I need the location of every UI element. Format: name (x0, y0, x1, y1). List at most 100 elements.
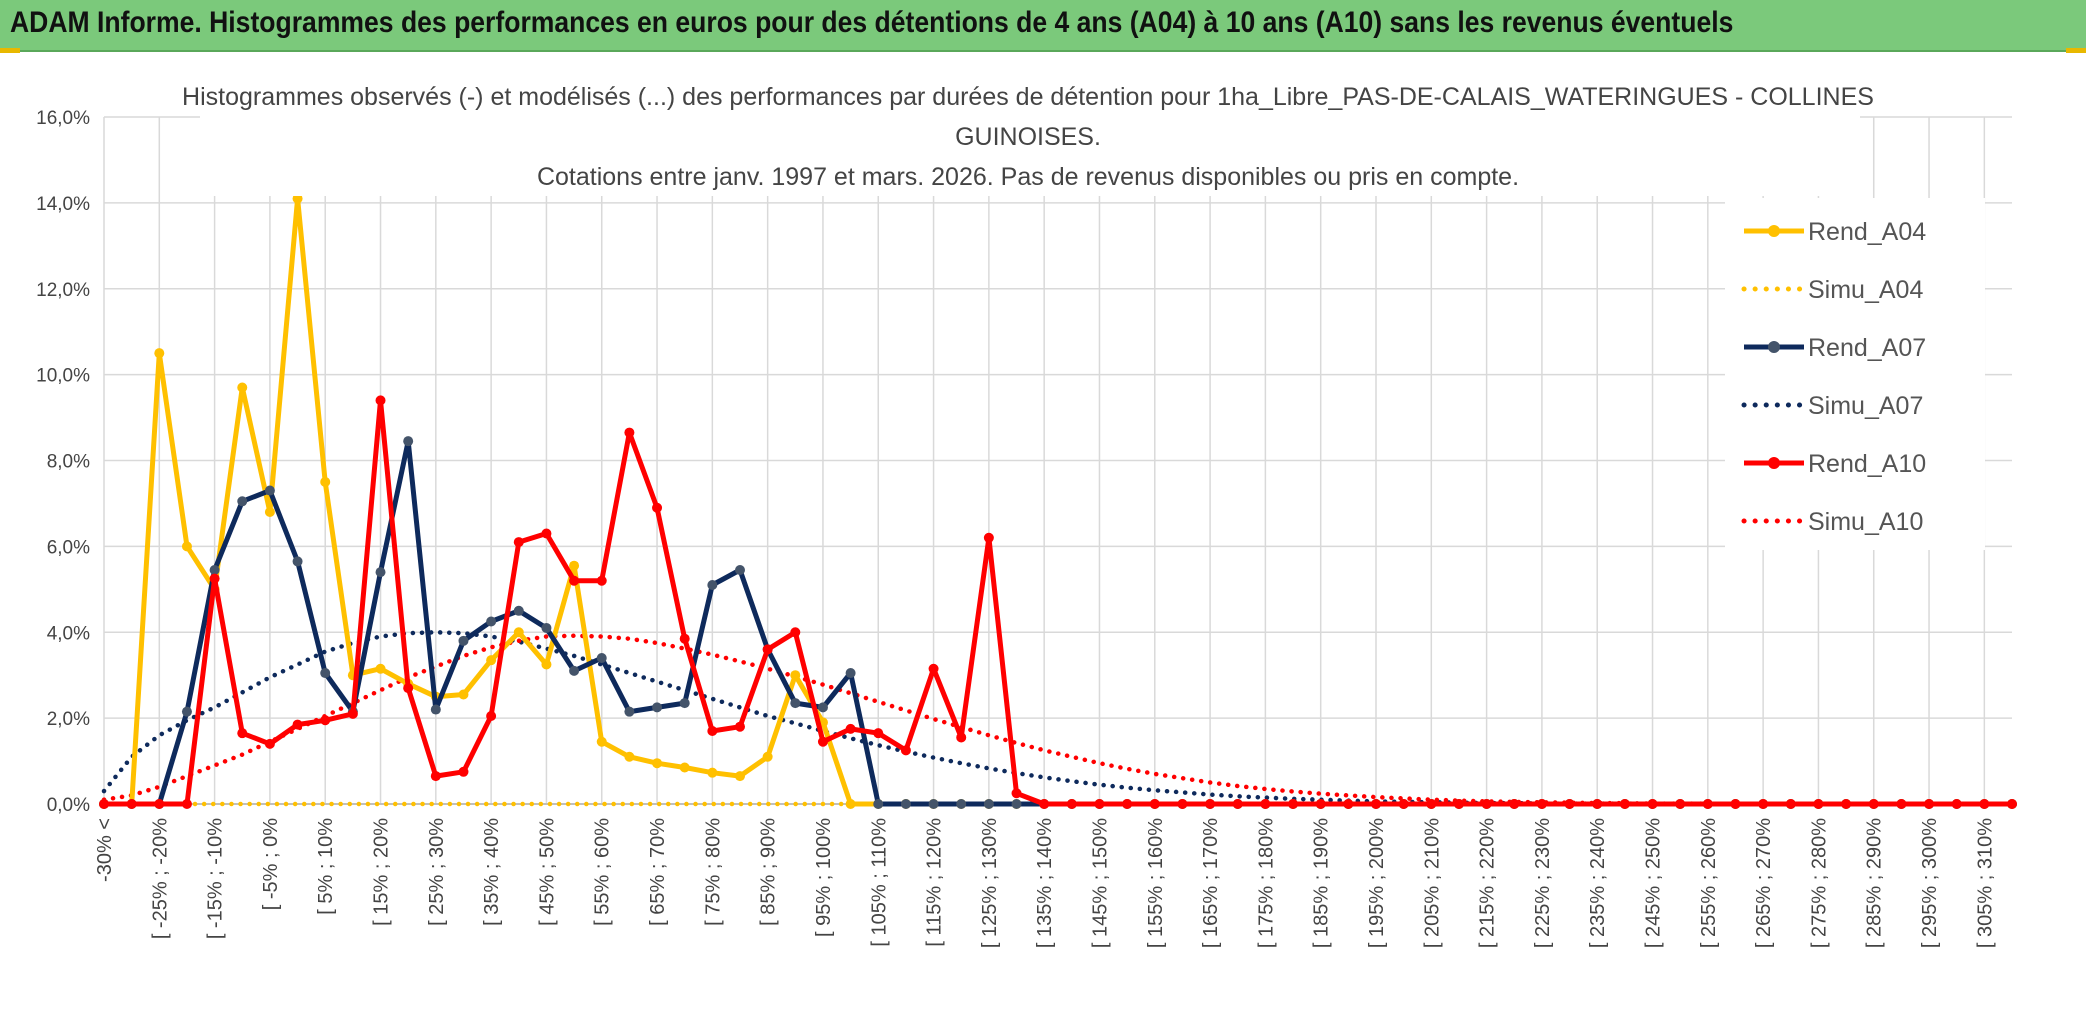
data-point-rend-a04 (735, 771, 745, 782)
data-point-rend-a04 (320, 476, 331, 487)
data-point-rend-a04 (181, 541, 192, 552)
data-point-rend-a10 (873, 728, 884, 739)
data-point-rend-a07 (983, 799, 994, 809)
y-tick-label: 4,0% (47, 623, 90, 644)
data-point-rend-a07 (624, 706, 635, 717)
data-point-rend-a04 (154, 348, 165, 359)
data-point-rend-a07 (486, 616, 497, 627)
data-point-rend-a10 (1205, 799, 1216, 809)
x-tick-label: [ 265% ; 270% (1753, 818, 1775, 948)
data-point-rend-a04 (762, 751, 773, 762)
data-point-rend-a10 (1647, 799, 1658, 809)
y-tick-label: 12,0% (36, 280, 90, 301)
data-point-rend-a10 (264, 738, 275, 749)
data-point-rend-a07 (817, 702, 828, 713)
x-tick-label: [ 275% ; 280% (1808, 818, 1830, 948)
x-tick-label: [ -25% ; -20% (149, 818, 171, 939)
data-point-rend-a04 (624, 751, 635, 762)
data-point-rend-a10 (1288, 799, 1299, 809)
x-tick-label: [ 65% ; 70% (647, 818, 669, 926)
x-tick-label: -30% < (94, 818, 116, 882)
x-tick-label: [ 125% ; 130% (979, 818, 1001, 948)
x-tick-label: [ 145% ; 150% (1089, 818, 1111, 948)
data-point-rend-a10 (1536, 799, 1547, 809)
x-tick-label: [ 175% ; 180% (1255, 818, 1277, 948)
data-point-rend-a10 (983, 532, 994, 543)
data-point-rend-a04 (237, 382, 248, 393)
data-point-rend-a10 (928, 663, 939, 674)
data-point-rend-a10 (513, 537, 524, 548)
x-tick-label: [ 45% ; 50% (536, 818, 558, 926)
series-line-rend-a10 (104, 397, 2012, 807)
legend-marker-rend-a10 (1768, 457, 1780, 469)
chart-series (99, 193, 2017, 809)
data-point-rend-a07 (900, 799, 911, 809)
data-point-rend-a04 (375, 663, 386, 674)
y-tick-label: 0,0% (47, 795, 90, 816)
data-point-rend-a10 (181, 799, 192, 809)
data-point-rend-a07 (873, 799, 884, 809)
data-point-rend-a10 (817, 736, 828, 747)
data-point-rend-a10 (1481, 799, 1492, 809)
data-point-rend-a10 (1509, 799, 1520, 809)
data-point-rend-a04 (569, 560, 580, 571)
data-point-rend-a10 (1398, 799, 1409, 809)
data-point-rend-a07 (707, 580, 718, 591)
data-point-rend-a04 (292, 193, 303, 204)
x-tick-label: [ 305% ; 310% (1974, 818, 1996, 948)
x-tick-label: [ 35% ; 40% (481, 818, 503, 926)
data-point-rend-a10 (1592, 799, 1603, 809)
data-point-rend-a10 (1730, 799, 1741, 809)
data-point-rend-a10 (1758, 799, 1769, 809)
data-point-rend-a04 (541, 659, 552, 670)
series-line-simu-a10 (101, 633, 2015, 807)
data-point-rend-a10 (2007, 799, 2017, 809)
data-point-rend-a10 (900, 745, 911, 756)
data-point-rend-a10 (790, 627, 801, 638)
x-tick-label: [ -5% ; 0% (260, 818, 282, 910)
x-tick-label: [ 155% ; 160% (1145, 818, 1167, 948)
x-tick-label: [ 105% ; 110% (868, 818, 890, 947)
y-tick-label: 16,0% (36, 108, 90, 129)
data-point-rend-a10 (1066, 799, 1077, 809)
data-point-rend-a07 (569, 665, 580, 676)
data-point-rend-a10 (1343, 799, 1354, 809)
x-tick-label: [ 225% ; 230% (1532, 818, 1554, 948)
data-point-rend-a10 (99, 799, 109, 809)
data-point-rend-a10 (1702, 799, 1713, 809)
data-point-rend-a10 (1426, 799, 1437, 809)
data-point-rend-a10 (1453, 799, 1464, 809)
data-point-rend-a07 (209, 564, 220, 575)
data-point-rend-a10 (1371, 799, 1381, 809)
data-point-rend-a07 (181, 706, 192, 717)
y-tick-label: 10,0% (36, 366, 90, 387)
data-point-rend-a10 (458, 766, 469, 777)
data-point-rend-a10 (126, 799, 137, 809)
x-tick-label: [ 75% ; 80% (702, 818, 724, 926)
data-point-rend-a07 (541, 622, 552, 633)
x-tick-label: [ 185% ; 190% (1311, 818, 1333, 948)
data-point-rend-a10 (1951, 799, 1962, 809)
data-point-rend-a07 (845, 668, 856, 679)
x-tick-label: [ 195% ; 200% (1366, 818, 1388, 948)
data-point-rend-a04 (845, 799, 856, 809)
data-point-rend-a10 (707, 726, 718, 737)
data-point-rend-a07 (735, 564, 745, 575)
data-point-rend-a07 (596, 653, 607, 664)
data-point-rend-a07 (1011, 799, 1022, 809)
data-point-rend-a10 (1564, 799, 1575, 809)
data-point-rend-a04 (596, 736, 607, 747)
data-point-rend-a07 (790, 698, 801, 709)
corner-accent-left (0, 48, 20, 53)
data-point-rend-a04 (679, 762, 690, 773)
data-point-rend-a07 (956, 799, 967, 809)
data-point-rend-a10 (596, 575, 607, 586)
data-point-rend-a10 (347, 708, 358, 719)
data-point-rend-a10 (845, 723, 856, 734)
chart-title-line-2: GUINOISES. (955, 123, 1101, 151)
data-point-rend-a10 (403, 683, 414, 694)
data-point-rend-a10 (762, 644, 773, 655)
data-point-rend-a10 (1260, 799, 1271, 809)
data-point-rend-a10 (1841, 799, 1852, 809)
